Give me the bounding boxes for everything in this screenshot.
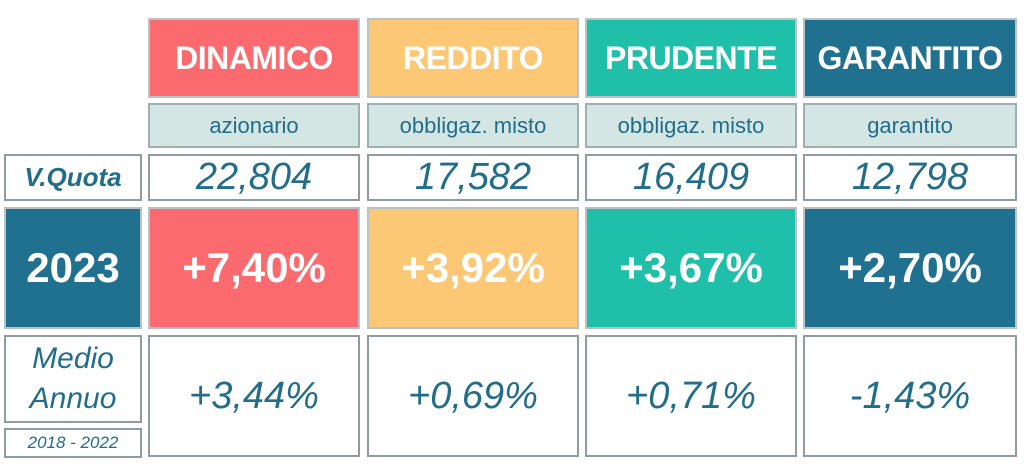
quota-label: V.Quota [4, 154, 142, 201]
quota-garantito: 12,798 [803, 154, 1017, 201]
quota-reddito: 17,582 [367, 154, 579, 201]
quota-prudente: 16,409 [585, 154, 797, 201]
header-dinamico: DINAMICO [148, 18, 360, 98]
type-dinamico: azionario [148, 103, 360, 148]
avg-reddito: +0,69% [367, 335, 579, 457]
avg-garantito: -1,43% [803, 335, 1017, 457]
header-reddito: REDDITO [367, 18, 579, 98]
avg-prudente: +0,71% [585, 335, 797, 457]
type-garantito: garantito [803, 103, 1017, 148]
medio-line2: Annuo [29, 382, 117, 415]
year-label: 2023 [4, 207, 142, 329]
type-reddito: obbligaz. misto [367, 103, 579, 148]
type-prudente: obbligaz. misto [585, 103, 797, 148]
avg-dinamico: +3,44% [148, 335, 360, 457]
medio-annuo-label: Medio Annuo [4, 335, 142, 423]
medio-line1: Medio [32, 342, 114, 375]
return-2023-garantito: +2,70% [803, 207, 1017, 329]
return-2023-prudente: +3,67% [585, 207, 797, 329]
return-2023-reddito: +3,92% [367, 207, 579, 329]
header-garantito: GARANTITO [803, 18, 1017, 98]
return-2023-dinamico: +7,40% [148, 207, 360, 329]
quota-dinamico: 22,804 [148, 154, 360, 201]
header-prudente: PRUDENTE [585, 18, 797, 98]
range-label: 2018 - 2022 [4, 428, 142, 458]
